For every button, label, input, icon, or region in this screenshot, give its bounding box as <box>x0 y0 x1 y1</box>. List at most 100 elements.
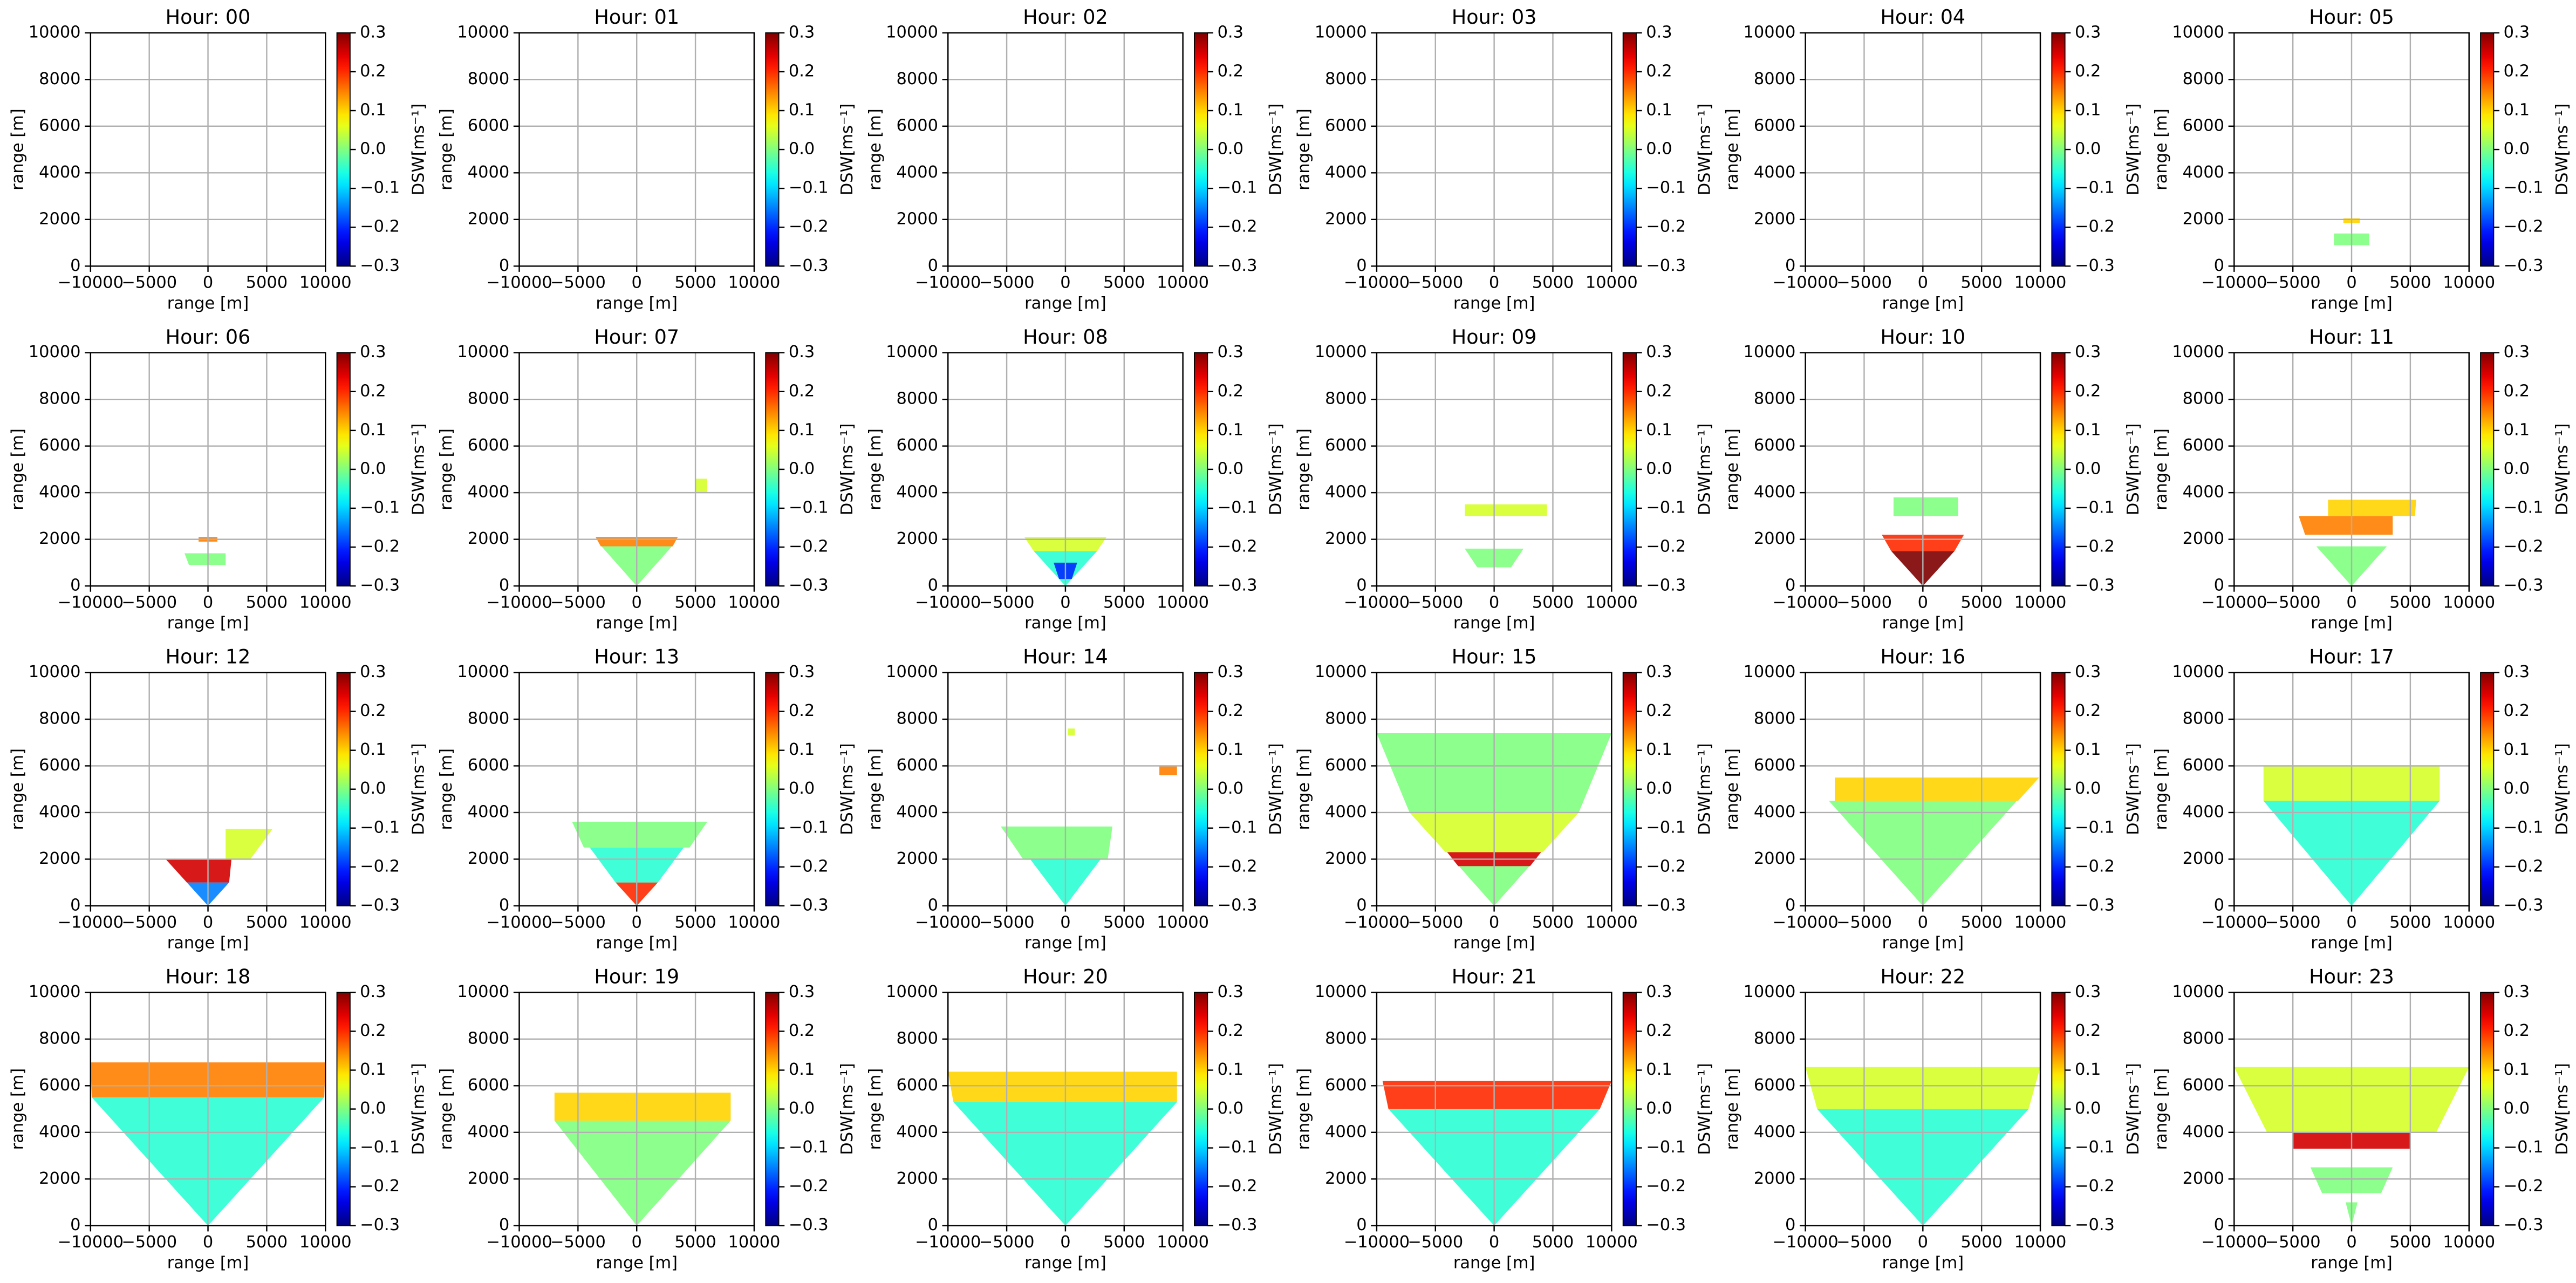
y-tick-label: 6000 <box>39 116 80 135</box>
x-tick-label: 10000 <box>2443 593 2495 612</box>
y-tick-label: 0 <box>928 576 938 595</box>
colorbar-label: DSW[ms⁻¹] <box>409 104 428 195</box>
subplot-title: Hour: 01 <box>594 5 679 29</box>
y-tick-label: 8000 <box>39 70 80 88</box>
colorbar-tick-label: −0.1 <box>789 818 829 837</box>
x-tick-label: −5000 <box>2265 593 2321 612</box>
subplot: Hour: 02 −10000−5000 0 5000 10000 0 2000 4000 60… <box>866 5 1286 313</box>
colorbar-tick-label: 0.1 <box>1646 740 1672 759</box>
y-tick-label: 2000 <box>39 849 80 868</box>
y-tick-label: 6000 <box>1754 1076 1795 1095</box>
x-tick-label: −10000 <box>58 274 124 292</box>
colorbar <box>2480 352 2495 586</box>
x-tick-label: −10000 <box>1772 593 1838 612</box>
subplot: Hour: 18 −10000−5000 0 5000 10000 0 2000 4000 60… <box>8 965 428 1272</box>
x-axis-label: range [m] <box>167 294 249 313</box>
colorbar-tick-label: 0.0 <box>1646 140 1672 159</box>
colorbar-label: DSW[ms⁻¹] <box>1267 1063 1286 1155</box>
colorbar-tick-label: −0.1 <box>2504 818 2544 837</box>
x-tick-label: 10000 <box>728 1233 781 1252</box>
x-tick-label: −5000 <box>121 1233 177 1252</box>
x-tick-label: 10000 <box>728 593 781 612</box>
x-tick-label: −5000 <box>1836 274 1892 292</box>
x-tick-label: 0 <box>632 274 642 292</box>
colorbar-tick-label: 0.0 <box>789 779 815 798</box>
colorbar-tick-label: 0.1 <box>2504 1060 2530 1079</box>
x-tick-label: −5000 <box>121 913 177 932</box>
x-tick-label: 5000 <box>2389 913 2431 932</box>
y-tick-label: 2000 <box>1325 209 1366 228</box>
y-tick-label: 0 <box>2214 896 2224 915</box>
colorbar-tick-label: 0.0 <box>789 1099 815 1118</box>
colorbar-tick-label: −0.1 <box>789 179 829 197</box>
y-axis-label: range [m] <box>437 748 456 830</box>
colorbar <box>2051 32 2066 267</box>
colorbar-tick-label: 0.3 <box>2504 23 2530 42</box>
subplot: Hour: 08 −10000−5000 0 5000 10000 0 2000 4000 60… <box>866 325 1286 633</box>
y-tick-label: 4000 <box>2183 1122 2224 1141</box>
subplot-title: Hour: 13 <box>594 645 679 668</box>
colorbar-tick-label: 0.1 <box>789 1060 815 1079</box>
colorbar-tick-label: −0.3 <box>1218 256 1258 275</box>
axes-frame <box>1376 32 1612 267</box>
x-tick-label: −10000 <box>58 1233 124 1252</box>
y-tick-label: 2000 <box>2183 209 2224 228</box>
y-tick-label: 0 <box>1356 256 1366 275</box>
x-tick-label: 10000 <box>1157 593 1209 612</box>
colorbar-tick-label: 0.2 <box>1646 701 1672 720</box>
colorbar-tick-label: −0.2 <box>2075 857 2115 876</box>
x-tick-label: −5000 <box>121 593 177 612</box>
colorbar-label: DSW[ms⁻¹] <box>1695 104 1714 195</box>
colorbar-tick-label: 0.0 <box>2075 459 2101 478</box>
colorbar-tick-label: 0.1 <box>1218 740 1243 759</box>
x-axis-label: range [m] <box>596 294 678 313</box>
colorbar <box>336 352 351 586</box>
x-tick-label: 0 <box>632 1233 642 1252</box>
colorbar-tick-label: −0.3 <box>789 1216 829 1234</box>
colorbar <box>336 672 351 906</box>
y-tick-label: 10000 <box>457 663 509 681</box>
y-tick-label: 4000 <box>896 802 938 821</box>
colorbar-tick-label: −0.1 <box>1646 1138 1686 1157</box>
subplot-title: Hour: 18 <box>166 965 251 988</box>
colorbar-tick-label: −0.2 <box>789 537 829 556</box>
colorbar-tick-label: 0.2 <box>1218 62 1243 80</box>
data-patch <box>2299 516 2393 535</box>
colorbar-tick-label: −0.3 <box>789 896 829 915</box>
data-patch <box>695 479 707 493</box>
y-tick-label: 10000 <box>2172 663 2224 681</box>
x-tick-label: −5000 <box>1836 1233 1892 1252</box>
colorbar-tick-label: 0.0 <box>360 1099 386 1118</box>
x-tick-label: 0 <box>1489 593 1499 612</box>
colorbar-tick-label: −0.1 <box>2504 1138 2544 1157</box>
subplot-title: Hour: 14 <box>1023 645 1108 668</box>
subplot: Hour: 09 −10000−5000 0 5000 10000 0 2000 4000 60… <box>1294 325 1714 633</box>
x-tick-label: −10000 <box>1344 593 1410 612</box>
y-tick-label: 10000 <box>29 982 81 1001</box>
colorbar-tick-label: 0.3 <box>2075 663 2101 681</box>
colorbar-tick-label: 0.2 <box>1646 62 1672 80</box>
x-tick-label: 10000 <box>1157 913 1209 932</box>
colorbar-tick-label: −0.2 <box>789 217 829 236</box>
y-tick-label: 10000 <box>29 343 81 361</box>
x-tick-label: −5000 <box>1836 593 1892 612</box>
data-patch <box>226 829 273 859</box>
x-tick-label: 10000 <box>728 913 781 932</box>
y-tick-label: 0 <box>1356 1216 1366 1234</box>
x-tick-label: −10000 <box>58 913 124 932</box>
data-patch <box>1001 826 1113 859</box>
y-tick-label: 2000 <box>896 529 938 548</box>
colorbar <box>1622 352 1637 586</box>
colorbar-tick-label: −0.1 <box>789 1138 829 1157</box>
colorbar-tick-label: −0.3 <box>360 256 400 275</box>
colorbar <box>765 672 780 906</box>
colorbar <box>1622 32 1637 267</box>
x-tick-label: 5000 <box>2389 593 2431 612</box>
data-patch <box>554 1121 731 1226</box>
colorbar-tick-label: −0.1 <box>2075 498 2115 517</box>
y-tick-label: 6000 <box>468 436 509 455</box>
colorbar-tick-label: −0.2 <box>2504 857 2544 876</box>
colorbar-tick-label: −0.2 <box>1218 1177 1258 1196</box>
x-axis-label: range [m] <box>1024 933 1106 952</box>
y-tick-label: 10000 <box>886 23 938 42</box>
